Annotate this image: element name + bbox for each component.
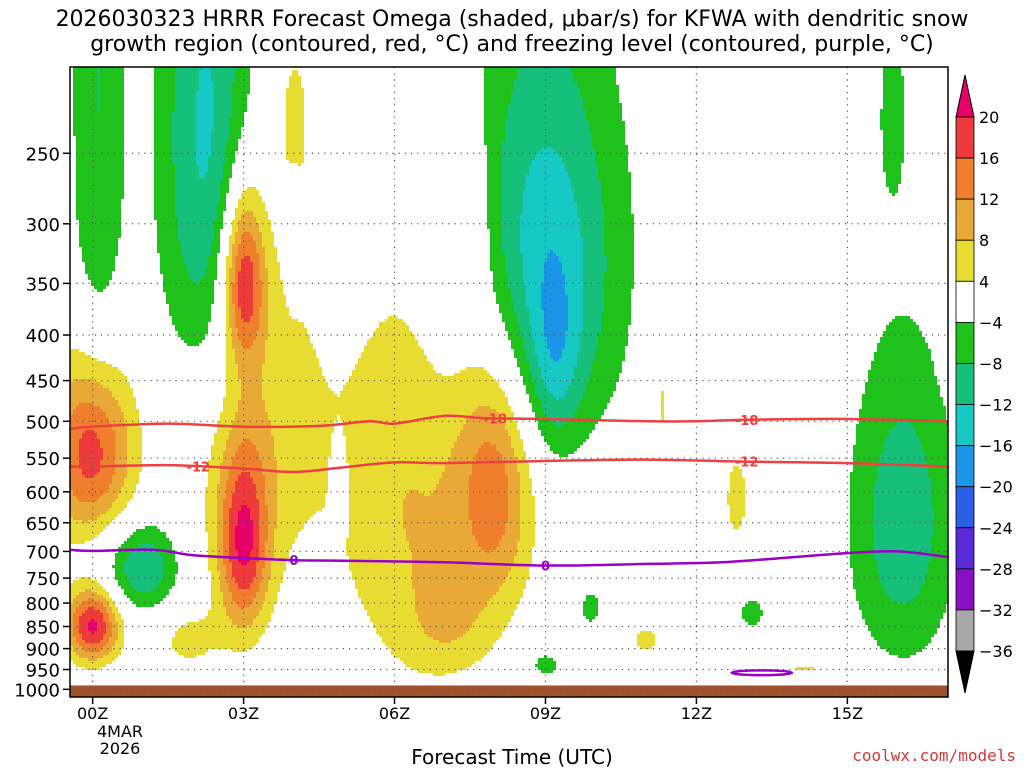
y-tick-label-750: 750 [26,569,60,590]
y-tick-label-350: 350 [26,274,60,295]
colorbar-label-3: 8 [979,231,989,250]
colorbar-band-c4 [955,239,975,282]
x-tick-label-03Z: 03Z [228,704,259,723]
contour-minus18C [69,414,949,431]
colorbar: 20 16 12 8 4 −4 −8 −12 −16 −20 −24 −28 −32 −36 [955,74,1013,694]
colorbar-band-c8 [955,198,975,241]
plot-frame [69,66,949,698]
contour-minus12C [69,458,949,474]
ground-surface [70,685,948,697]
chart-title-line2: growth region (contoured, red, °C) and f… [90,32,934,57]
y-tick-label-850: 850 [26,617,60,638]
x-tick-label-06Z: 06Z [379,704,410,723]
colorbar-label-13: −36 [979,642,1013,661]
colorbar-label-10: −24 [979,519,1013,538]
colorbar-label-1: 16 [979,149,999,168]
contour-label-freezing0C-1: 0 [541,560,550,575]
contour-label-minus12C-0: -12 [187,461,211,476]
y-tick-label-950: 950 [26,661,60,682]
colorbar-band-m8 [955,363,975,405]
x-tick-label-12Z: 12Z [681,704,712,723]
chart-title-line1: 2026030323 HRRR Forecast Omega (shaded, … [55,7,969,32]
colorbar-label-11: −28 [979,560,1013,579]
colorbar-label-0: 20 [979,108,999,127]
grid-lines [70,67,948,690]
colorbar-band-m12 [955,404,975,447]
colorbar-label-5: −4 [979,313,1003,332]
y-tick-label-1000: 1000 [14,680,60,701]
colorbar-band-m32 [955,609,975,652]
colorbar-label-7: −12 [979,396,1013,415]
y-tick-label-400: 400 [26,326,60,347]
x-tick-label-09Z: 09Z [530,704,561,723]
x-tick-label-15Z: 15Z [832,704,863,723]
colorbar-label-2: 12 [979,190,999,209]
contour-label-freezing0C-0: 0 [289,554,298,569]
colorbar-band-m16 [955,445,975,488]
colorbar-band-m24 [955,527,975,570]
y-tick-label-450: 450 [26,372,60,393]
contour-label-minus18C-0: -18 [483,412,507,427]
colorbar-label-12: −32 [979,601,1013,620]
y-tick-label-600: 600 [26,483,60,504]
colorbar-band-m28 [955,568,975,611]
y-tick-label-550: 550 [26,449,60,470]
date-label-day: 4MAR [96,722,144,741]
colorbar-band-c12 [955,157,975,200]
colorbar-band-m20 [955,486,975,529]
colorbar-band-c16 [955,116,975,159]
colorbar-band-m4 [955,321,975,364]
y-tick-label-250: 250 [26,144,60,165]
y-tick-label-700: 700 [26,542,60,563]
x-tick-label-00Z: 00Z [77,704,108,723]
colorbar-label-6: −8 [979,354,1003,373]
contour-label-minus12C-1: -12 [735,456,759,471]
colorbar-label-9: −20 [979,478,1013,497]
omega-shading [70,67,948,676]
colorbar-label-8: −16 [979,437,1013,456]
x-axis-label: Forecast Time (UTC) [411,745,613,769]
contour-freezing0C_small [730,669,794,677]
contour-freezing0C [69,548,949,567]
site-credit: coolwx.com/models [852,746,1016,765]
contour-label-minus18C-1: -18 [735,414,759,429]
y-tick-label-300: 300 [26,215,60,236]
colorbar-label-4: 4 [979,272,989,291]
y-tick-label-500: 500 [26,412,60,433]
colorbar-band-white [955,280,975,323]
y-tick-label-800: 800 [26,594,60,615]
date-label-year: 2026 [99,739,141,758]
y-tick-label-900: 900 [26,640,60,661]
y-tick-label-650: 650 [26,514,60,535]
colorbar-bottom-arrow [955,650,975,694]
colorbar-top-arrow [955,74,975,118]
